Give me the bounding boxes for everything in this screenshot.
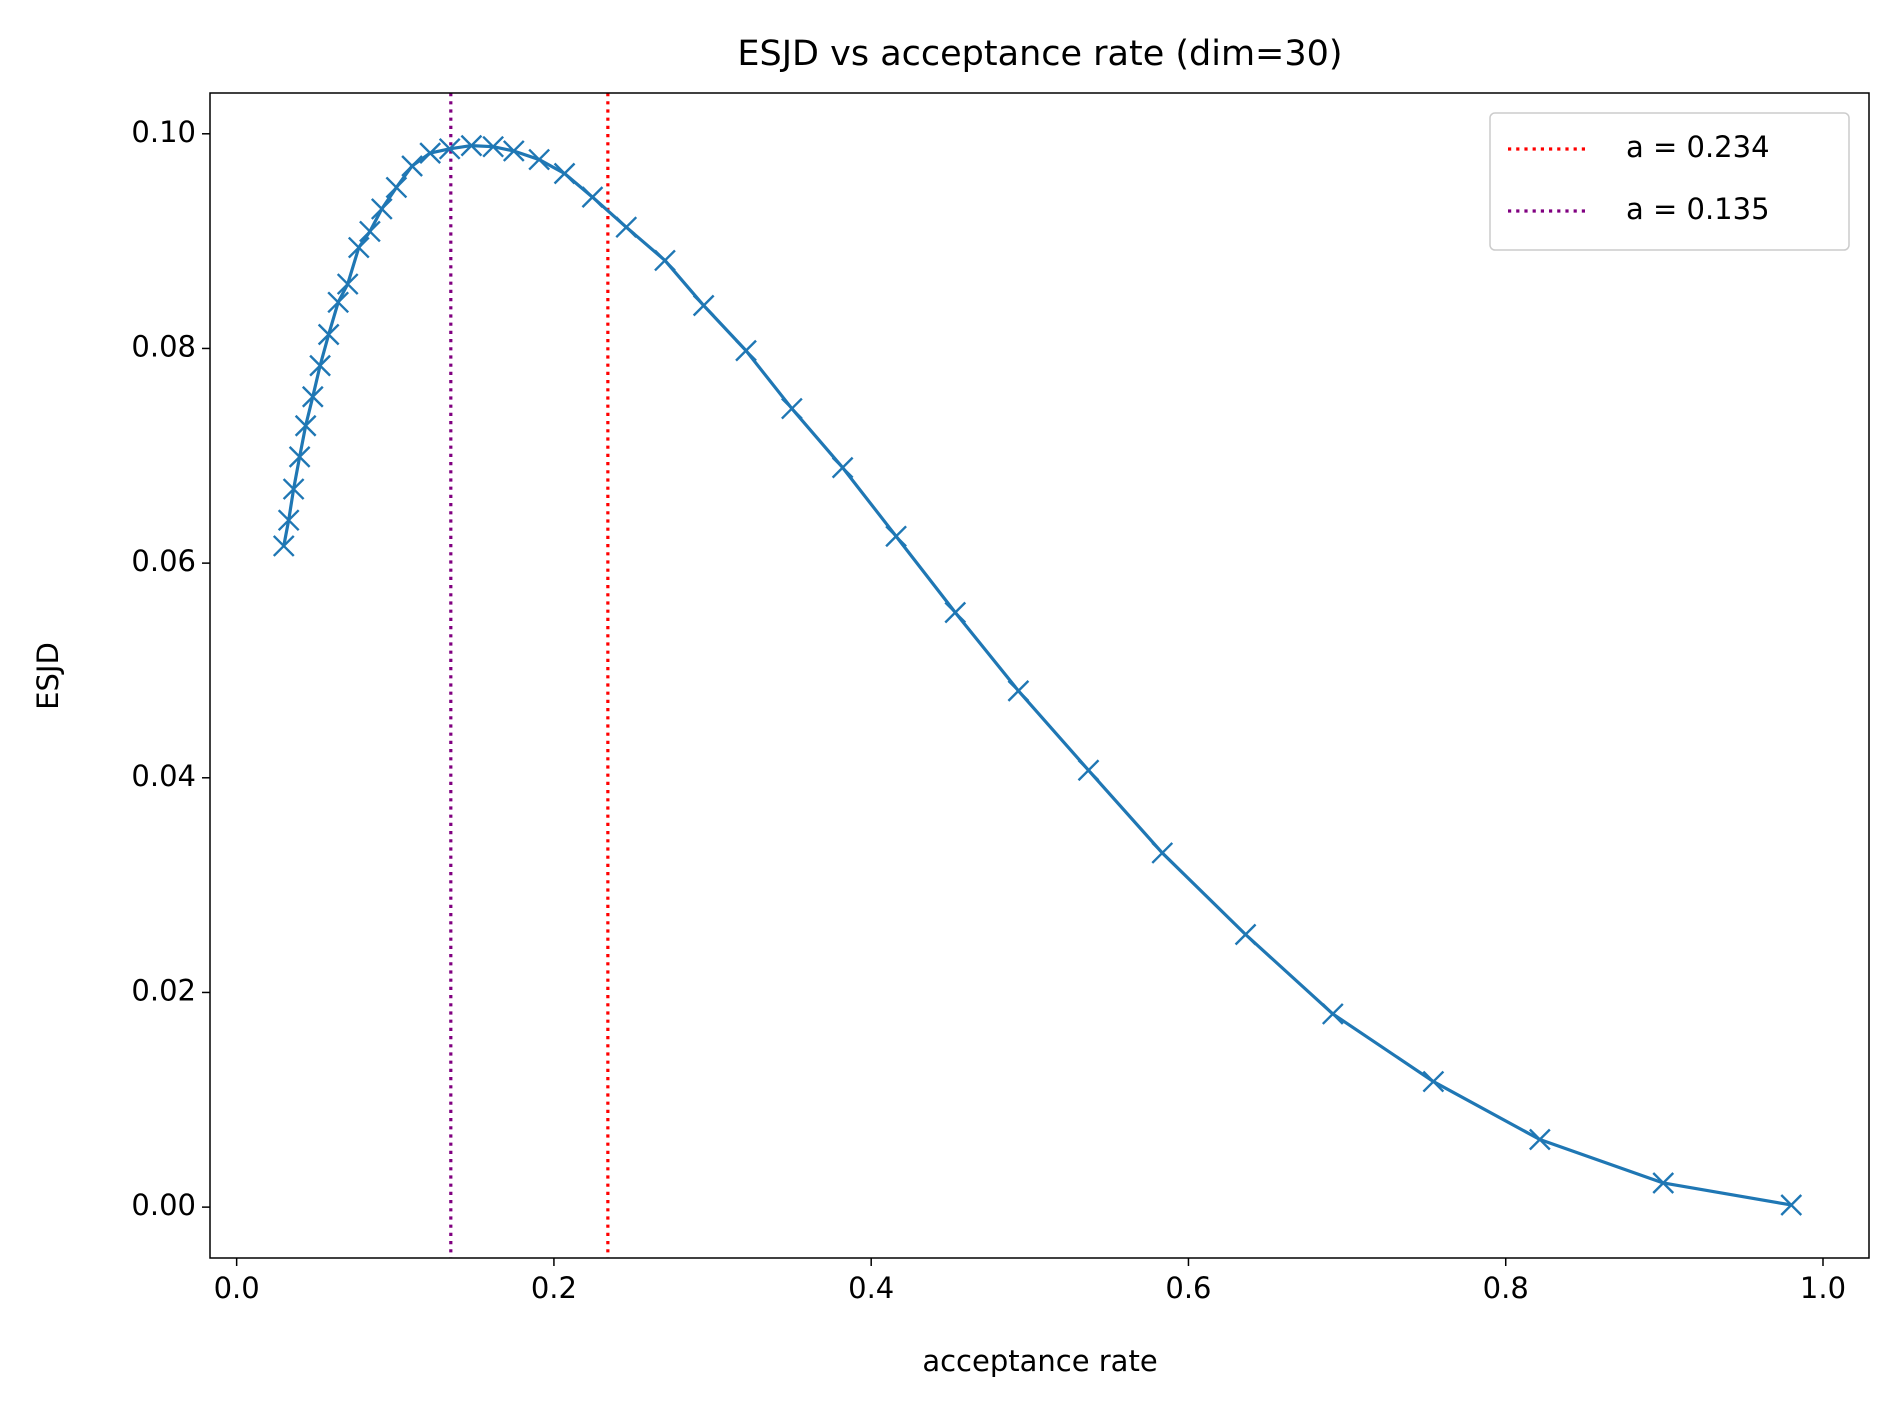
data-point — [1151, 842, 1174, 864]
data-point — [692, 294, 715, 317]
data-point — [1652, 1172, 1675, 1194]
data-point — [482, 135, 505, 158]
data-point — [553, 162, 576, 185]
data-point — [885, 525, 907, 548]
data-point — [401, 155, 423, 177]
legend: a = 0.234 a = 0.135 — [1489, 112, 1850, 251]
x-tick-label: 0.0 — [214, 1271, 260, 1305]
data-point — [502, 140, 525, 162]
data-point — [288, 446, 311, 468]
data-point — [336, 273, 359, 295]
data-point — [944, 601, 967, 624]
data-point — [528, 148, 551, 171]
x-tick-label: 1.0 — [1800, 1271, 1846, 1305]
axes-frame — [209, 92, 1870, 1259]
data-point — [1077, 759, 1100, 782]
data-point — [277, 509, 300, 532]
x-axis-label: acceptance rate — [922, 1344, 1157, 1378]
y-tick-label: 0.10 — [131, 115, 196, 149]
data-point — [359, 220, 381, 243]
x-tick-label: 0.6 — [1165, 1271, 1211, 1305]
data-point — [1321, 1003, 1344, 1025]
data-point — [327, 291, 350, 314]
data-point — [301, 385, 324, 408]
y-tick-label: 0.06 — [131, 544, 196, 578]
data-point — [1780, 1194, 1803, 1216]
data-point — [781, 397, 803, 420]
x-tick-label: 0.2 — [531, 1271, 577, 1305]
data-point — [581, 186, 604, 208]
data-point — [460, 134, 483, 157]
data-point — [438, 137, 461, 160]
data-point — [317, 323, 340, 346]
chart-title: ESJD vs acceptance rate (dim=30) — [737, 34, 1342, 74]
data-point — [831, 456, 854, 479]
data-point — [419, 142, 442, 164]
legend-label: a = 0.234 — [1626, 130, 1770, 164]
data-point — [615, 216, 638, 239]
legend-box — [1489, 112, 1850, 251]
y-tick-label: 0.00 — [131, 1188, 196, 1222]
data-point — [385, 176, 408, 199]
data-point — [654, 249, 676, 272]
data-point — [1422, 1070, 1445, 1093]
data-point — [282, 478, 305, 500]
data-point — [735, 339, 757, 362]
y-tick-label: 0.08 — [131, 329, 196, 363]
data-point — [294, 414, 317, 437]
y-tick-label: 0.02 — [131, 973, 196, 1007]
data-point — [1234, 923, 1257, 946]
data-point — [272, 535, 295, 557]
data-point — [1528, 1128, 1551, 1151]
data-point — [1007, 680, 1030, 702]
y-tick-label: 0.04 — [131, 759, 196, 793]
data-point — [309, 354, 331, 377]
y-axis-label: ESJD — [31, 642, 65, 710]
data-line — [282, 143, 1792, 1207]
legend-label: a = 0.135 — [1626, 192, 1770, 226]
data-point — [347, 236, 370, 259]
x-tick-label: 0.4 — [848, 1271, 894, 1305]
x-tick-label: 0.8 — [1483, 1271, 1529, 1305]
data-point — [370, 198, 393, 220]
